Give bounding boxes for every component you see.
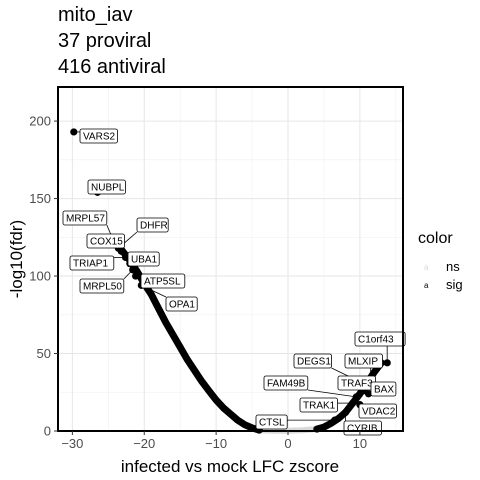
chart-title-line-3: 416 antiviral <box>58 56 166 78</box>
legend-label-ns: ns <box>446 259 460 274</box>
legend-key-ns: a <box>424 263 429 272</box>
legend-label-sig: sig <box>446 277 463 292</box>
y-tick-label: 200 <box>29 114 51 129</box>
plot-frame <box>57 86 404 432</box>
x-tick-label: −10 <box>205 436 227 451</box>
label-trak1: TRAK1 <box>303 401 336 412</box>
label-box-opa1 <box>165 296 198 312</box>
label-box-c1orf43 <box>354 331 406 347</box>
label-box-dhfr <box>136 217 169 233</box>
point-fam49b <box>352 393 360 401</box>
leader-fam49b <box>307 389 357 398</box>
label-opa1: OPA1 <box>169 300 195 311</box>
label-box-mrpl57 <box>62 210 108 226</box>
label-box-bax <box>370 381 397 397</box>
label-traf3: TRAF3 <box>341 379 373 390</box>
y-tick-label: 0 <box>44 424 51 439</box>
point-ctsl <box>331 416 339 424</box>
label-ctsl: CTSL <box>259 418 285 429</box>
label-cyrib: CYRIB <box>347 424 378 435</box>
label-box-degs1 <box>293 353 332 369</box>
legend: color a ns a sig <box>418 230 463 292</box>
label-c1orf43: C1orf43 <box>358 335 394 346</box>
label-box-vdac2 <box>358 403 397 419</box>
point-triap1 <box>121 253 130 262</box>
label-degs1: DEGS1 <box>297 357 331 368</box>
label-box-uba1 <box>127 251 160 267</box>
x-tick-label: −20 <box>133 436 155 451</box>
label-box-nubpl <box>87 179 126 195</box>
point-mrpl50 <box>129 266 137 274</box>
label-box-mrpl50 <box>79 278 125 294</box>
y-tick-label: 50 <box>37 346 51 361</box>
x-tick-label: 0 <box>284 436 291 451</box>
plot-panel <box>58 87 403 431</box>
x-tick-label: −30 <box>61 436 83 451</box>
y-axis-label: -log10(fdr) <box>7 220 26 298</box>
point-c1orf43 <box>383 359 391 367</box>
label-box-fam49b <box>263 375 309 391</box>
label-mrpl50: MRPL50 <box>83 282 122 293</box>
label-box-vars2 <box>79 128 118 144</box>
y-tick-label: 150 <box>29 191 51 206</box>
label-box-ctsl <box>255 414 288 430</box>
x-axis: −30 −20 −10 0 10 <box>61 431 367 451</box>
point-cyrib <box>341 408 350 417</box>
sig-curve-left <box>112 238 263 434</box>
label-mrpl57: MRPL57 <box>66 214 105 225</box>
legend-title: color <box>418 230 453 247</box>
point-cox15 <box>117 247 125 255</box>
x-axis-label: infected vs mock LFC zscore <box>121 457 339 476</box>
label-box-trak1 <box>299 397 338 413</box>
label-vars2: VARS2 <box>83 132 115 143</box>
label-dhfr: DHFR <box>140 221 168 232</box>
chart-title-line-1: mito_iav <box>58 4 133 26</box>
label-fam49b: FAM49B <box>267 379 306 390</box>
label-atp5sl: ATP5SL <box>144 277 181 288</box>
label-box-atp5sl <box>140 273 186 289</box>
label-nubpl: NUBPL <box>91 183 125 194</box>
label-box-triap1 <box>69 255 115 271</box>
label-uba1: UBA1 <box>131 255 158 266</box>
label-mlxip: MLXIP <box>348 357 378 368</box>
label-triap1: TRIAP1 <box>73 259 108 270</box>
y-tick-label: 100 <box>29 269 51 284</box>
y-axis: 0 50 100 150 200 <box>29 114 58 439</box>
point-vars2 <box>70 128 78 136</box>
label-cox15: COX15 <box>90 237 123 248</box>
point-trak1 <box>349 399 357 407</box>
label-bax: BAX <box>374 385 394 396</box>
label-vdac2: VDAC2 <box>362 407 396 418</box>
label-box-mlxip <box>344 353 383 369</box>
x-tick-label: 10 <box>353 436 367 451</box>
label-box-cox15 <box>86 233 125 249</box>
point-atp5sl <box>132 272 140 280</box>
chart-title-line-2: 37 proviral <box>58 30 152 52</box>
point-bax <box>364 390 373 398</box>
legend-key-sig: a <box>424 281 429 290</box>
